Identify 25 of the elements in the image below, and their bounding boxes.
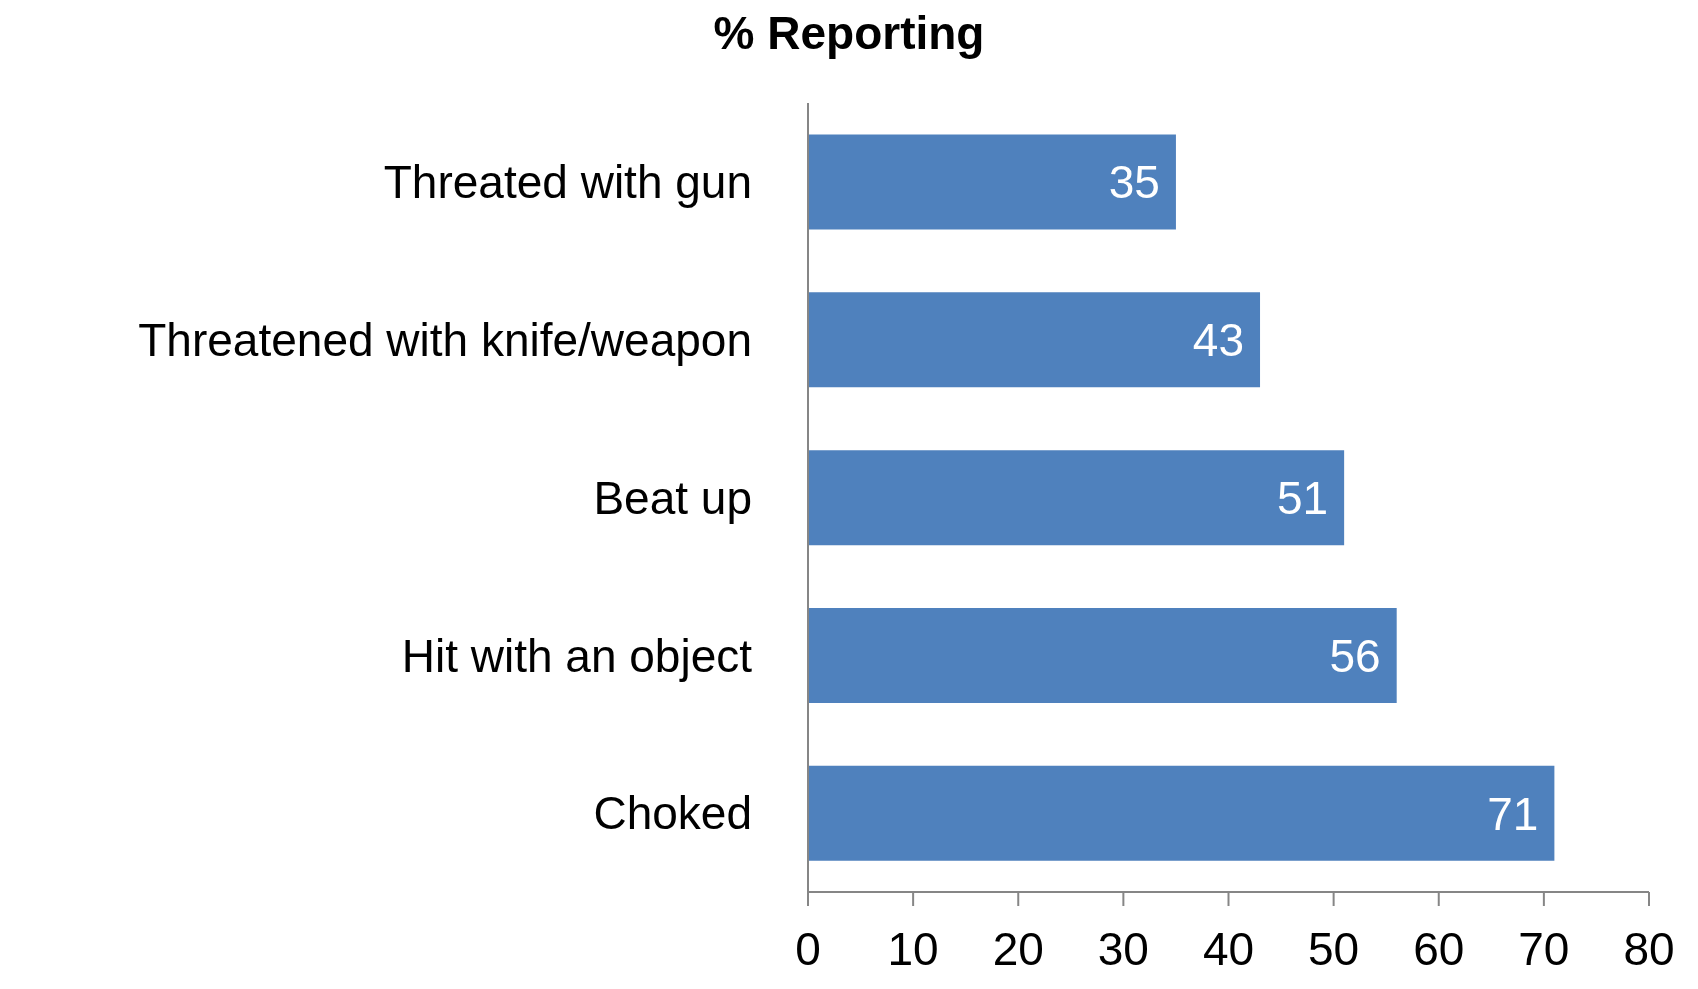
- x-tick-label: 80: [1623, 922, 1675, 975]
- y-tick-label: Beat up: [593, 471, 752, 524]
- x-tick-label: 20: [992, 922, 1044, 975]
- chart-title: % Reporting: [713, 7, 985, 59]
- y-tick-label: Threatened with knife/weapon: [138, 314, 752, 367]
- x-tick-label: 70: [1518, 922, 1570, 975]
- bar: [808, 450, 1345, 546]
- bar: [808, 292, 1261, 388]
- x-tick-label: 30: [1097, 922, 1149, 975]
- bar: [808, 134, 1176, 230]
- y-tick-label: Threated with gun: [383, 156, 752, 209]
- y-tick-label: Choked: [593, 787, 752, 840]
- x-tick-label: 60: [1413, 922, 1465, 975]
- data-label: 71: [1487, 787, 1539, 840]
- x-tick-label: 10: [887, 922, 939, 975]
- y-tick-label: Hit with an object: [401, 629, 753, 682]
- x-tick-label: 40: [1202, 922, 1255, 975]
- data-label: 43: [1192, 314, 1245, 367]
- data-label: 51: [1276, 471, 1329, 524]
- x-tick-label: 50: [1308, 922, 1360, 975]
- x-tick-label: 0: [795, 922, 821, 975]
- bar: [808, 607, 1397, 703]
- bar: [808, 765, 1555, 861]
- data-label: 56: [1329, 629, 1381, 682]
- data-label: 35: [1108, 156, 1160, 209]
